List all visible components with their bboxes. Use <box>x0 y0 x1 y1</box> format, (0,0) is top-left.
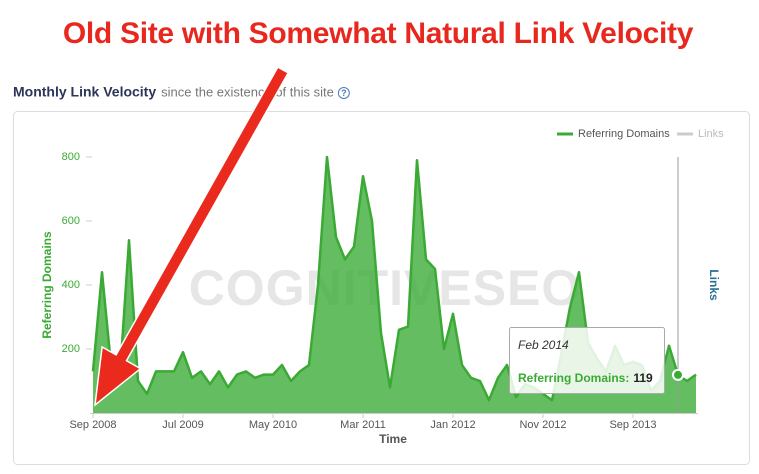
legend-label: Links <box>698 128 724 140</box>
help-icon-text[interactable]: ? <box>341 88 347 98</box>
hover-point <box>672 368 684 381</box>
x-tick-label: May 2010 <box>249 419 297 431</box>
x-tick-label: Sep 2013 <box>609 419 656 431</box>
x-tick-label: Sep 2008 <box>69 419 116 431</box>
y2-axis-title: Links <box>707 269 721 301</box>
y-tick-label: 800 <box>62 151 80 163</box>
x-tick-label: Jul 2009 <box>162 419 204 431</box>
help-icon[interactable] <box>337 87 350 99</box>
page-title: Old Site with Somewhat Natural Link Velo… <box>63 17 694 50</box>
y-tick-label: 400 <box>62 279 80 291</box>
y-tick-label: 200 <box>62 343 80 355</box>
x-tick-label: Jan 2012 <box>430 419 475 431</box>
subtitle-note: since the existence of this site <box>161 84 334 99</box>
chart-subtitle: Monthly Link Velocity <box>13 84 156 100</box>
y-axis-title: Referring Domains <box>40 231 54 339</box>
watermark: COGNITIVESEO <box>189 260 582 316</box>
tooltip-value: 119 <box>633 371 653 385</box>
tooltip-label: Referring Domains: <box>518 371 629 385</box>
tooltip <box>509 327 665 394</box>
chart: COGNITIVESEO 200 400 600 800 Sep 2008 Jul 2009… <box>40 128 724 446</box>
tooltip-date: Feb 2014 <box>518 338 569 352</box>
legend-label: Referring Domains <box>578 128 670 140</box>
x-tick-label: Mar 2011 <box>340 419 386 431</box>
x-axis-title: Time <box>379 432 407 446</box>
y-tick-label: 600 <box>62 215 80 227</box>
annotation-arrow <box>94 66 290 407</box>
x-tick-label: Nov 2012 <box>519 419 566 431</box>
